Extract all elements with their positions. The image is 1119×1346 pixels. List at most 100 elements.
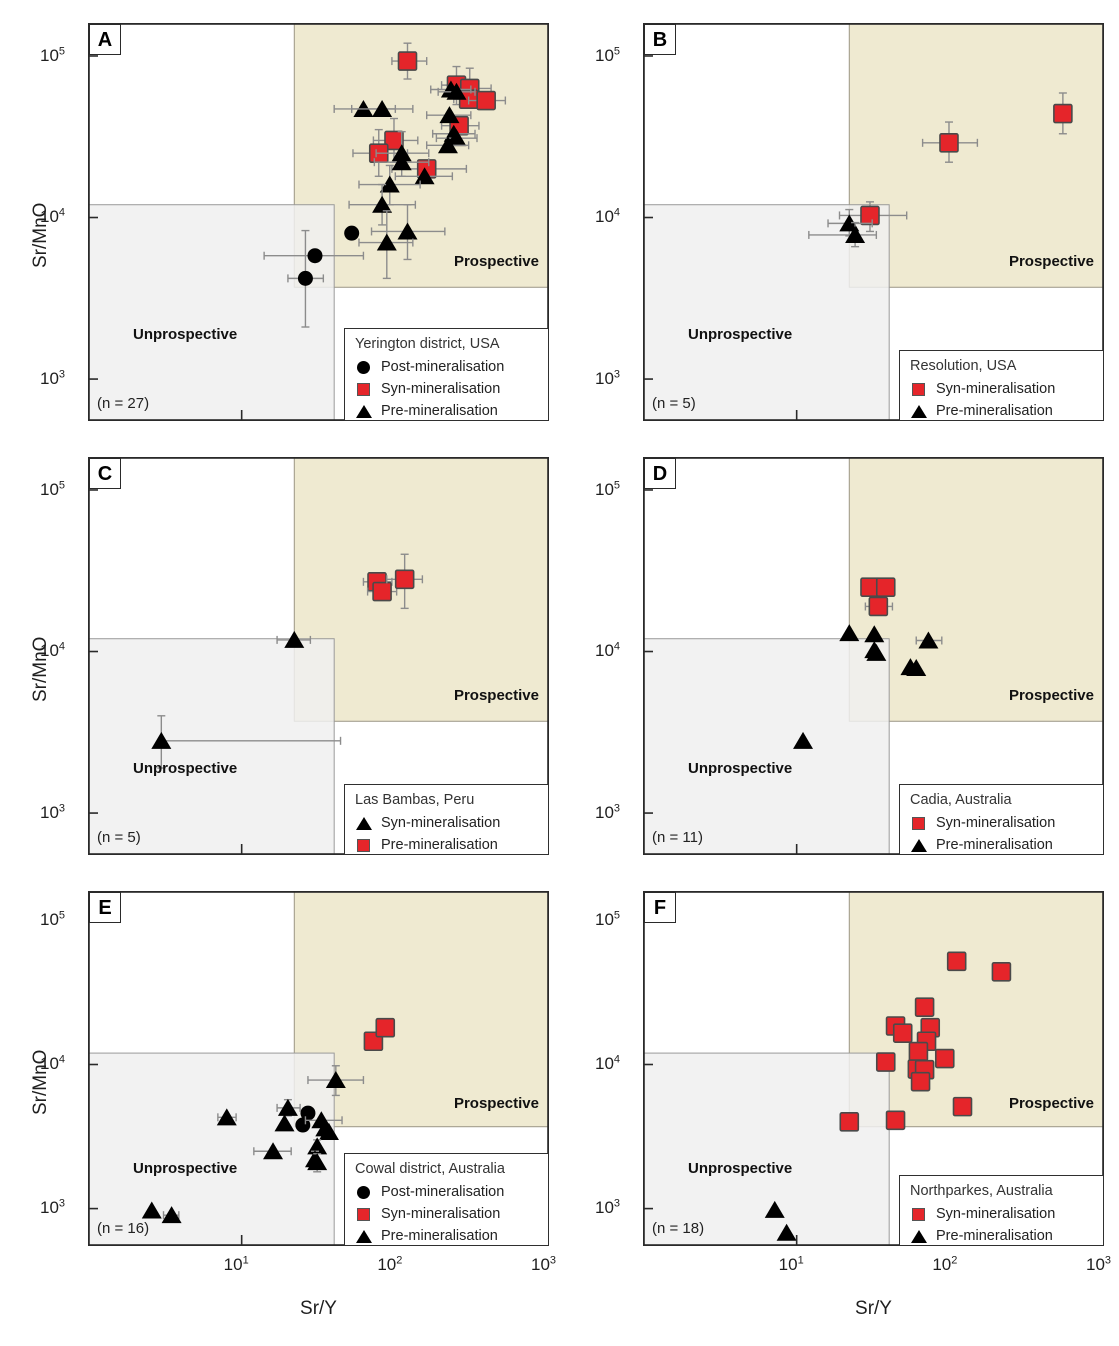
legend-item[interactable]: Pre-mineralisation <box>355 1225 538 1247</box>
series-post-mineralisation <box>295 1105 316 1133</box>
data-point-triangle <box>845 225 866 243</box>
panel-letter-c: C <box>89 458 121 489</box>
data-point-square <box>892 1023 913 1043</box>
legend-item[interactable]: Post-mineralisation <box>355 1181 538 1203</box>
legend-item[interactable]: Syn-mineralisation <box>910 1203 1093 1225</box>
data-point-triangle <box>216 1108 237 1126</box>
legend-b: Resolution, USA Syn-mineralisation Pre-min… <box>899 350 1104 421</box>
data-point-square <box>875 1052 896 1072</box>
data-point-triangle <box>397 222 418 240</box>
legend-item-label: Syn-mineralisation <box>381 815 501 831</box>
panel-a: A Prospective Unprospective (n = 27) Yeringt… <box>88 23 549 421</box>
series-pre-mineralisation <box>793 624 943 749</box>
panel-e: E Prospective Unprospective (n = 16) Cowal d… <box>88 891 549 1246</box>
legend-item-label: Syn-mineralisation <box>936 815 1056 831</box>
y-axis-title: Sr/MnO <box>30 1049 51 1115</box>
x-axis-title: Sr/Y <box>855 1298 892 1319</box>
sample-count-label: (n = 16) <box>97 1220 150 1237</box>
unprospective-region <box>643 638 890 855</box>
data-point-square <box>860 205 880 226</box>
legend-item[interactable]: Syn-mineralisation <box>910 378 1093 400</box>
y-tick-label: 105 <box>595 478 621 499</box>
legend-item-label: Pre-mineralisation <box>936 837 1053 853</box>
x-tick-label: 103 <box>1086 1254 1112 1274</box>
series-syn-mineralisation <box>839 951 1012 1132</box>
sample-count-label: (n = 11) <box>652 829 703 846</box>
legend-item[interactable]: Syn-mineralisation <box>355 378 538 400</box>
prospective-region <box>293 457 549 722</box>
data-point-circle <box>300 1105 316 1121</box>
x-tick-label: 101 <box>778 1254 804 1274</box>
unprospective-label: Unprospective <box>688 326 793 344</box>
axis-frame <box>643 891 1104 1246</box>
circle-marker-icon <box>357 360 370 374</box>
data-point-square <box>910 1071 931 1092</box>
y-tick-label: 104 <box>595 640 621 661</box>
legend-item[interactable]: Syn-mineralisation <box>910 812 1093 834</box>
prospective-label: Prospective <box>453 1095 539 1113</box>
panel-letter-e: E <box>89 892 121 923</box>
legend-item-label: Syn-mineralisation <box>381 381 501 397</box>
legend-item[interactable]: Pre-mineralisation <box>910 834 1093 856</box>
x-axis-title: Sr/Y <box>300 1298 337 1319</box>
data-point-square <box>476 90 496 111</box>
axis-frame <box>88 23 549 421</box>
data-point-triangle <box>906 659 927 677</box>
legend-title: Resolution, USA <box>910 358 1017 374</box>
data-point-triangle <box>446 129 467 147</box>
series-syn-mineralisation <box>151 630 342 769</box>
y-axis-title: Sr/MnO <box>30 202 51 268</box>
legend-item[interactable]: Syn-mineralisation <box>355 812 538 834</box>
data-point-square <box>908 1041 929 1062</box>
plot-area-b <box>643 23 1104 421</box>
y-tick-label: 105 <box>40 478 66 499</box>
series-syn-mineralisation <box>860 577 896 617</box>
data-point-triangle <box>376 233 397 251</box>
legend-item[interactable]: Pre-mineralisation <box>355 400 538 422</box>
legend-item[interactable]: Pre-mineralisation <box>910 1225 1093 1247</box>
data-point-triangle <box>918 631 939 649</box>
series-pre-mineralisation <box>764 1200 797 1241</box>
legend-item[interactable]: Pre-mineralisation <box>910 400 1093 422</box>
square-marker-icon <box>912 382 925 396</box>
legend-item-label: Pre-mineralisation <box>381 837 498 853</box>
data-point-triangle <box>379 175 400 193</box>
data-point-triangle <box>864 625 885 643</box>
legend-a: Yerington district, USA Post-mineralisati… <box>344 328 549 421</box>
data-point-triangle <box>372 195 393 213</box>
series-syn-mineralisation <box>838 92 1073 233</box>
x-tick-label: 103 <box>531 1254 557 1274</box>
legend-item-label: Pre-mineralisation <box>936 1228 1053 1244</box>
data-point-square <box>952 1096 973 1117</box>
series-pre-mineralisation <box>333 80 478 280</box>
legend-item-label: Post-mineralisation <box>381 359 505 375</box>
data-point-square <box>875 577 896 598</box>
data-point-circle <box>297 270 313 286</box>
sample-count-label: (n = 18) <box>652 1220 705 1237</box>
triangle-marker-icon <box>355 816 372 830</box>
legend-item[interactable]: Syn-mineralisation <box>355 1203 538 1225</box>
data-point-triangle <box>151 731 172 749</box>
y-tick-label: 103 <box>40 368 66 388</box>
data-point-triangle <box>325 1071 346 1089</box>
legend-item-label: Syn-mineralisation <box>936 381 1056 397</box>
legend-item[interactable]: Pre-mineralisation <box>355 834 538 856</box>
data-point-circle <box>295 1117 311 1133</box>
legend-item[interactable]: Post-mineralisation <box>355 356 538 378</box>
data-point-triangle <box>866 643 887 661</box>
series-pre-mineralisation <box>141 1065 365 1224</box>
y-tick-label: 103 <box>595 1197 621 1218</box>
axis-frame <box>88 891 549 1246</box>
data-point-square <box>946 951 967 972</box>
prospective-label: Prospective <box>1008 252 1094 270</box>
triangle-marker-icon <box>910 1229 927 1243</box>
legend-item-label: Pre-mineralisation <box>381 403 498 419</box>
data-point-triangle <box>437 136 458 154</box>
unprospective-region <box>88 638 335 855</box>
sample-count-label: (n = 5) <box>652 395 696 412</box>
data-point-circle <box>307 248 323 264</box>
panel-d: D Prospective Unprospective (n = 11) Cadia, … <box>643 457 1104 855</box>
y-tick-label: 104 <box>40 640 66 661</box>
panel-letter-f: F <box>644 892 676 923</box>
data-point-square <box>914 997 935 1017</box>
